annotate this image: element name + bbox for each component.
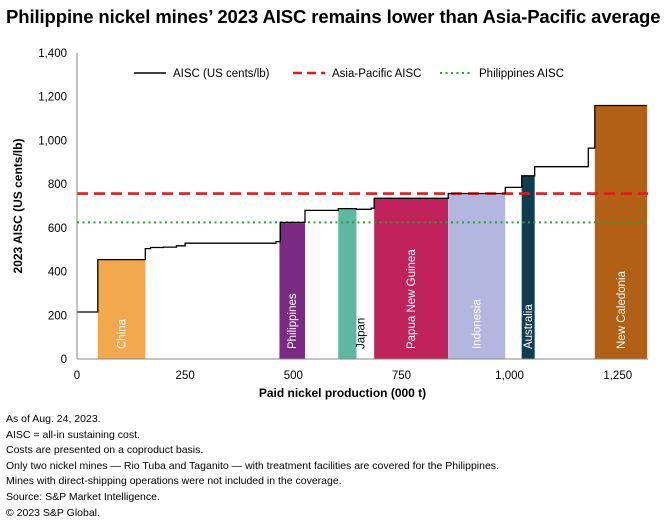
tick-labels: 0 250 500 750 1,000 1,250 0 200 400 600 800 1,000 1,… [38,48,632,382]
country-label: China [117,318,129,349]
country-label: New Caledonia [616,270,628,349]
legend-label: Philippines AISC [479,68,564,80]
aisc-curve-line [77,104,648,313]
x-tick-label: 750 [392,370,411,382]
y-tick-label: 800 [48,179,67,191]
y-tick-label: 400 [48,267,67,279]
country-label: Philippines [287,293,299,349]
country-areas [97,105,648,359]
y-tick-label: 1,400 [38,48,67,60]
y-tick-label: 200 [48,310,67,322]
footnote-line: © 2023 S&P Global. [6,506,100,519]
country-area-indonesia [448,193,506,359]
footnote-line: Mines with direct-shipping operations we… [6,475,342,488]
x-tick-label: 250 [176,370,195,382]
legend: AISC (US cents/lb) Asia-Pacific AISC Phili… [134,68,564,80]
y-tick-label: 1,200 [38,92,67,104]
country-area-papua-new-guinea [374,198,449,359]
footnote-line: Source: S&P Market Intelligence. [6,490,160,503]
chart-title: Philippine nickel mines’ 2023 AISC remai… [6,6,661,27]
x-tick-label: 1,250 [603,370,632,382]
country-area-new-caledonia [594,105,648,359]
footnotes: As of Aug. 24, 2023. AISC = all-in sustai… [6,412,499,521]
x-tick-label: 500 [284,370,303,382]
reference-lines [77,192,648,224]
legend-label: Asia-Pacific AISC [332,68,421,80]
country-area-australia [521,175,535,359]
x-tick-label: 1,000 [495,370,524,382]
footnote-line: Only two nickel mines — Rio Tuba and Tag… [6,459,499,472]
footnote-line: As of Aug. 24, 2023. [6,413,101,425]
x-tick-label: 0 [74,370,80,382]
country-area-philippines [279,222,305,359]
country-label: Japan [355,318,367,349]
country-label: Australia [523,304,535,349]
y-tick-label: 600 [48,223,67,235]
footnote-line: AISC = all-in sustaining cost. [6,428,140,441]
country-label: Indonesia [472,299,484,349]
country-area-china [97,259,146,359]
x-axis-label: Paid nickel production (000 t) [259,386,426,400]
country-area-japan [338,208,357,359]
footnote-line: Costs are presented on a coproduct basis… [6,444,204,457]
y-tick-label: 0 [61,354,67,366]
country-labels: China Philippines Japan Papua New Guinea Ind… [117,249,628,349]
country-label: Papua New Guinea [406,249,418,349]
axes [76,53,648,360]
y-axis-label: 2023 AISC (US cents/lb) [11,139,25,274]
y-tick-label: 1,000 [38,135,67,147]
legend-label: AISC (US cents/lb) [173,68,270,80]
chart-canvas: China Philippines Japan Papua New Guinea Ind… [11,48,648,400]
